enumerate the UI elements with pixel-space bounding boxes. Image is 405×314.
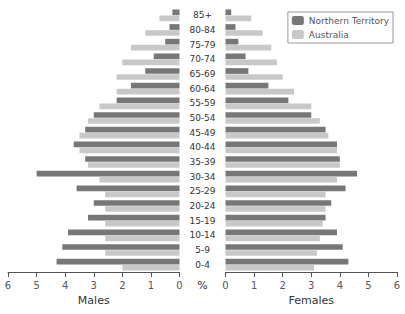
svg-text:3: 3 [308,280,314,291]
svg-text:50-54: 50-54 [189,113,215,123]
svg-text:3: 3 [91,280,97,291]
svg-text:5: 5 [365,280,371,291]
svg-text:75-79: 75-79 [189,40,215,50]
svg-text:0: 0 [176,280,182,291]
svg-text:5-9: 5-9 [195,245,210,255]
svg-text:60-64: 60-64 [189,84,215,94]
svg-text:6: 6 [5,280,11,291]
svg-text:Males: Males [78,294,110,307]
svg-text:40-44: 40-44 [189,142,215,152]
svg-text:0: 0 [222,280,228,291]
svg-text:4: 4 [337,280,343,291]
svg-text:2: 2 [119,280,125,291]
svg-text:1: 1 [148,280,154,291]
svg-text:35-39: 35-39 [189,157,215,167]
svg-text:85+: 85+ [193,10,212,20]
svg-text:30-34: 30-34 [189,172,215,182]
svg-text:0-4: 0-4 [195,260,210,270]
svg-text:20-24: 20-24 [189,201,215,211]
svg-text:80-84: 80-84 [189,25,215,35]
svg-text:6: 6 [394,280,400,291]
svg-text:55-59: 55-59 [189,98,215,108]
svg-text:%: % [197,279,207,292]
svg-text:4: 4 [62,280,68,291]
svg-text:Females: Females [288,294,334,307]
svg-text:25-29: 25-29 [189,186,215,196]
svg-text:70-74: 70-74 [189,54,215,64]
svg-text:1: 1 [251,280,257,291]
svg-text:65-69: 65-69 [189,69,215,79]
svg-text:5: 5 [33,280,39,291]
svg-text:2: 2 [279,280,285,291]
svg-text:Northern Territory: Northern Territory [309,16,390,26]
svg-text:10-14: 10-14 [189,230,215,240]
svg-text:45-49: 45-49 [189,128,215,138]
svg-text:Australia: Australia [309,30,349,40]
svg-text:15-19: 15-19 [189,216,215,226]
